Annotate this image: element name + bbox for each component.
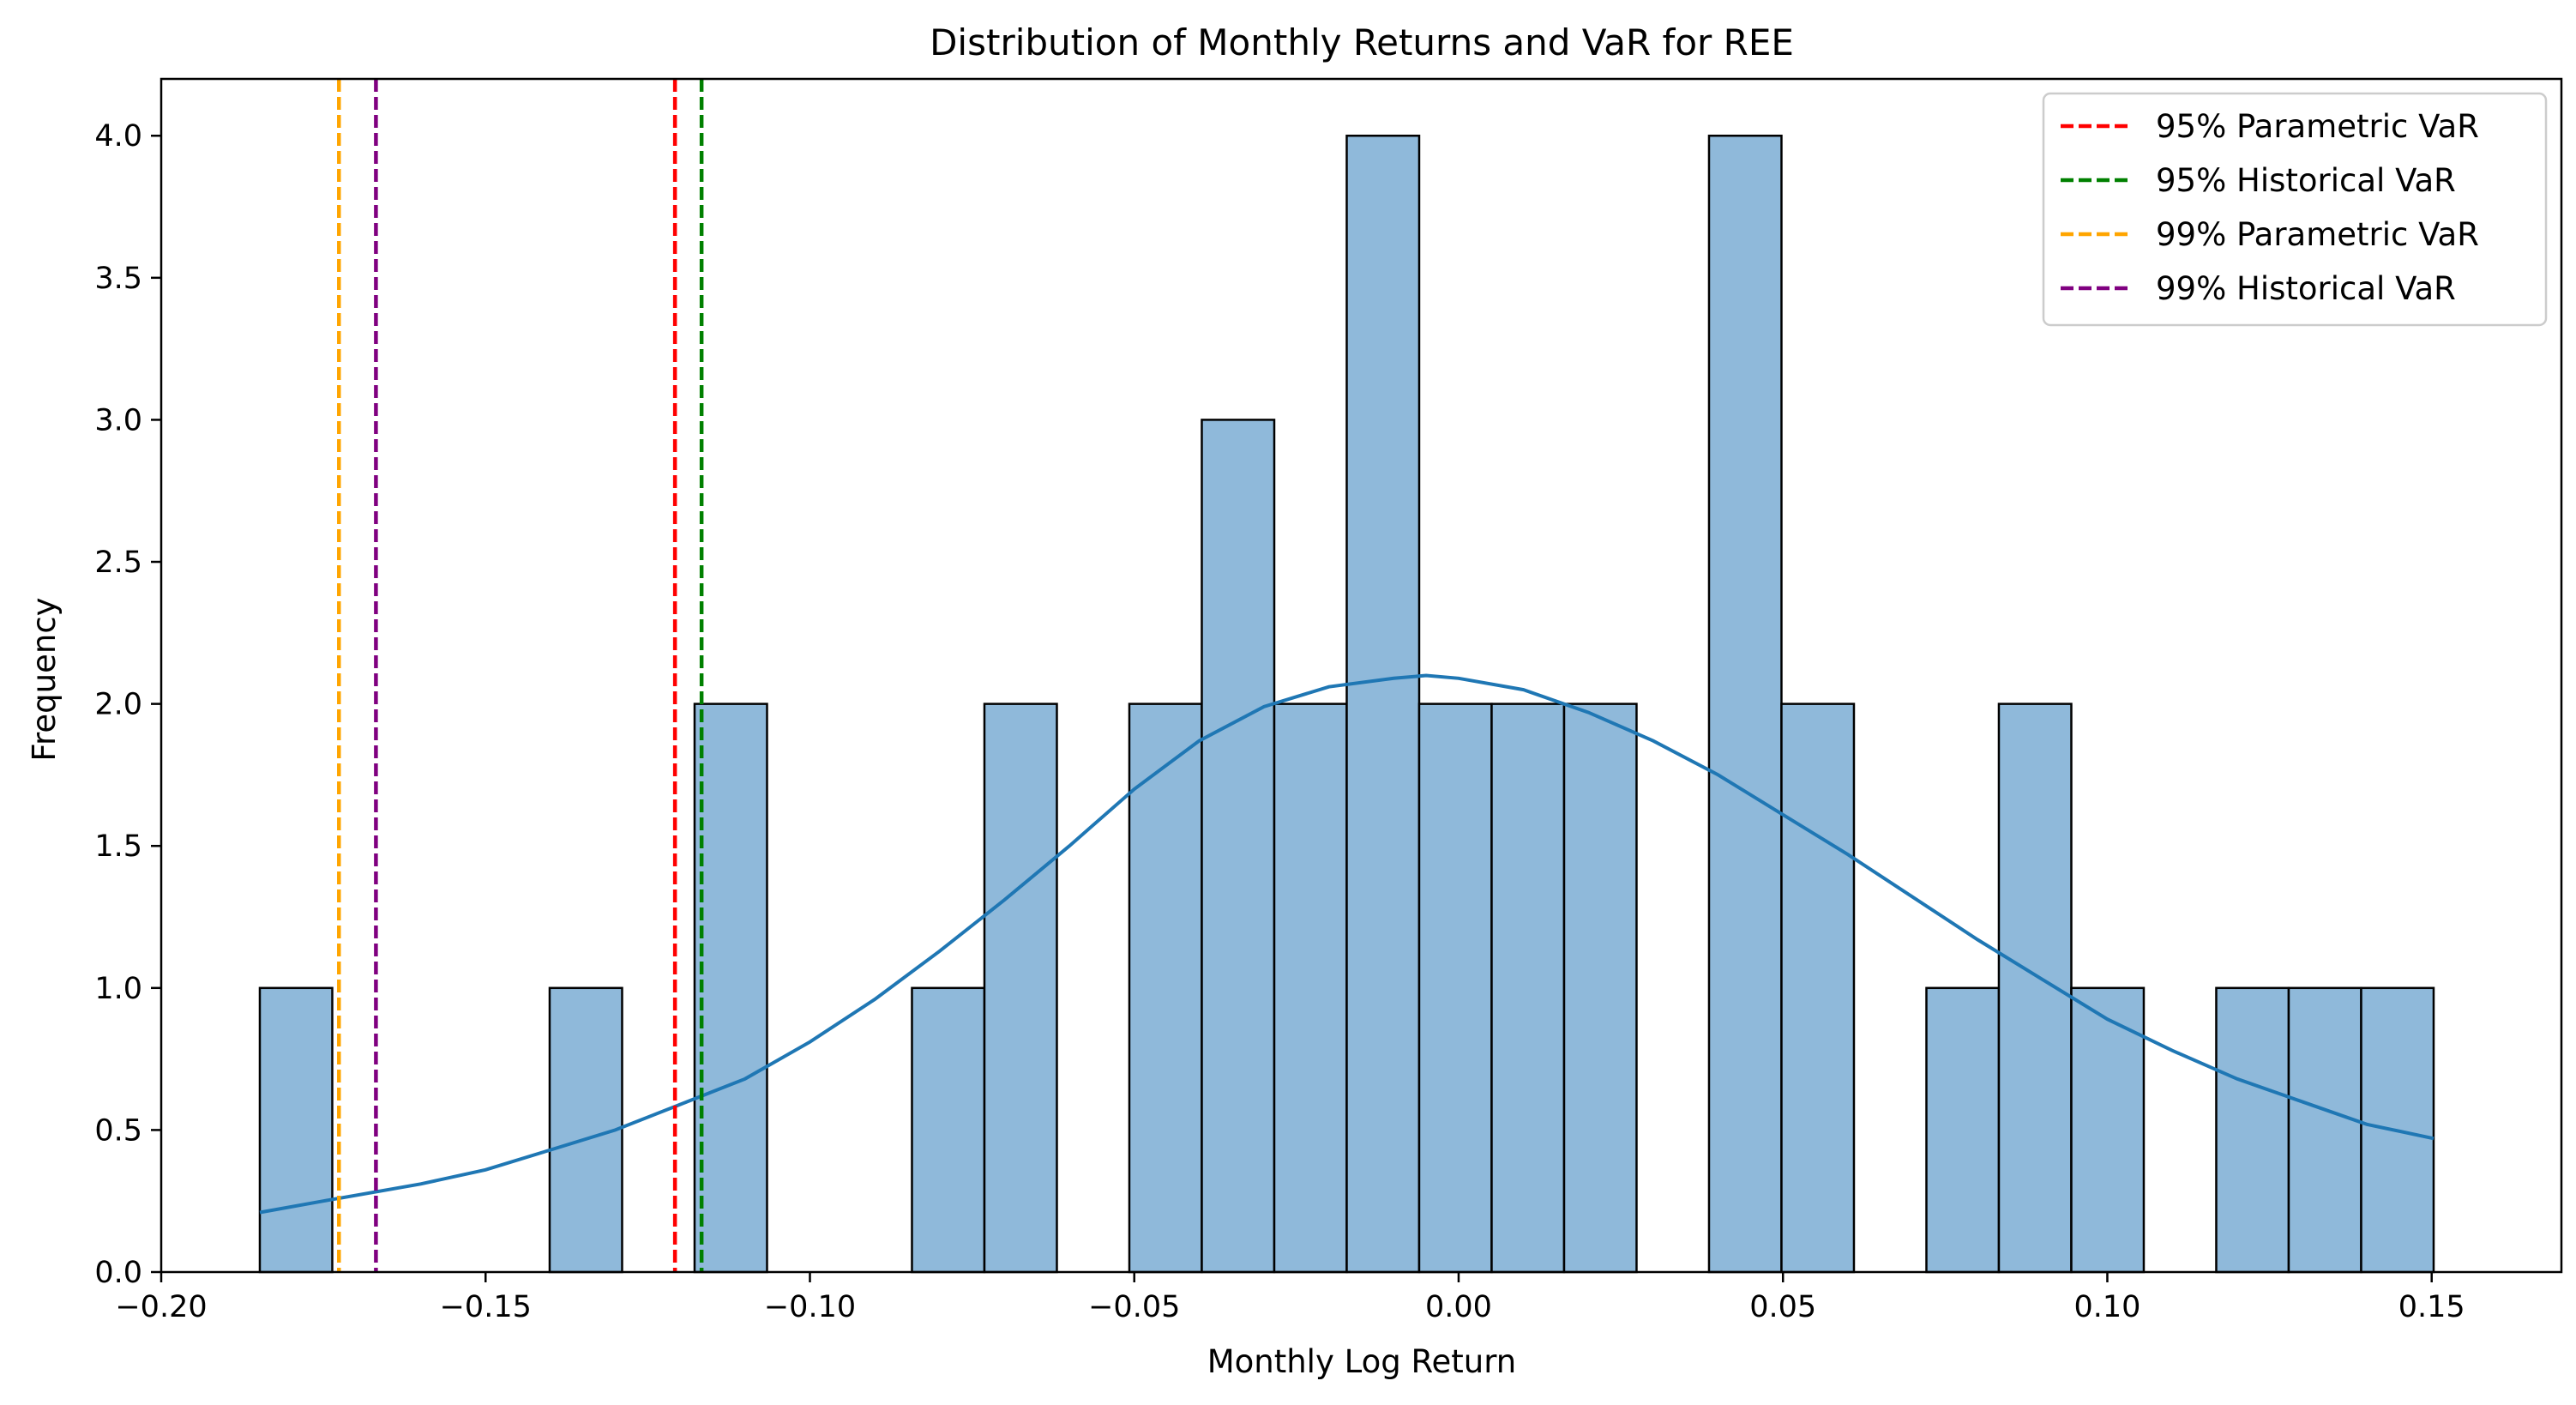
histogram-bar bbox=[2215, 986, 2290, 1274]
histogram-bar bbox=[1562, 702, 1638, 1274]
histogram-bar bbox=[1997, 702, 2073, 1274]
var-lines bbox=[337, 79, 704, 1272]
y-axis-ticks: 0.0 0.5 1.0 1.5 2.0 2.5 3.0 3.5 4.0 bbox=[94, 119, 161, 1290]
histogram-bar bbox=[1201, 419, 1276, 1274]
histogram-bar bbox=[258, 986, 334, 1274]
y-tick-label: 0.0 bbox=[94, 1256, 142, 1290]
x-tick-label: 0.05 bbox=[1749, 1290, 1816, 1324]
y-tick-label: 0.5 bbox=[94, 1113, 142, 1148]
legend-label: 95% Parametric VaR bbox=[2156, 108, 2479, 145]
x-tick-label: −0.20 bbox=[115, 1290, 207, 1324]
y-tick-label: 3.5 bbox=[94, 262, 142, 296]
histogram-bar bbox=[1707, 134, 1783, 1274]
histogram-bar bbox=[911, 986, 986, 1274]
legend-label: 99% Parametric VaR bbox=[2156, 216, 2479, 253]
y-tick-label: 4.0 bbox=[94, 119, 142, 154]
legend-label: 95% Historical VaR bbox=[2156, 162, 2456, 199]
plot-frame bbox=[159, 77, 2563, 1274]
y-tick-label: 1.0 bbox=[94, 972, 142, 1006]
x-tick-label: 0.10 bbox=[2073, 1290, 2140, 1324]
histogram-bar bbox=[1780, 702, 1856, 1274]
y-tick-label: 2.0 bbox=[94, 688, 142, 722]
x-tick-label: −0.10 bbox=[764, 1290, 856, 1324]
x-axis-ticks: −0.20 −0.15 −0.10 −0.05 0.00 0.05 0.10 0.15 bbox=[115, 1272, 2465, 1324]
histogram-bar bbox=[1273, 702, 1348, 1274]
histogram-bar bbox=[2287, 986, 2362, 1274]
x-axis-label: Monthly Log Return bbox=[1207, 1343, 1517, 1380]
histogram-bar bbox=[1417, 702, 1493, 1274]
x-tick-label: −0.15 bbox=[440, 1290, 532, 1324]
y-tick-label: 2.5 bbox=[94, 546, 142, 580]
y-tick-label: 3.0 bbox=[94, 403, 142, 437]
y-axis-label: Frequency bbox=[26, 597, 63, 761]
histogram-bar bbox=[693, 702, 768, 1274]
kde-curve bbox=[259, 673, 2435, 1215]
histogram-bar bbox=[1490, 702, 1566, 1274]
histogram-bar bbox=[1128, 702, 1203, 1274]
histogram-bar bbox=[983, 702, 1058, 1274]
y-tick-label: 1.5 bbox=[94, 829, 142, 864]
x-tick-label: −0.05 bbox=[1088, 1290, 1180, 1324]
histogram-bar bbox=[1925, 986, 2001, 1274]
histogram-bar bbox=[1345, 134, 1421, 1274]
x-tick-label: 0.00 bbox=[1425, 1290, 1492, 1324]
x-tick-label: 0.15 bbox=[2398, 1290, 2465, 1324]
histogram-bars bbox=[258, 134, 2435, 1274]
legend-box bbox=[2042, 92, 2548, 327]
legend: 95% Parametric VaR 95% Historical VaR 99% … bbox=[2042, 92, 2548, 327]
histogram-bar bbox=[2070, 986, 2146, 1274]
chart-title: Distribution of Monthly Returns and VaR … bbox=[930, 21, 1794, 63]
legend-label: 99% Historical VaR bbox=[2156, 270, 2456, 307]
